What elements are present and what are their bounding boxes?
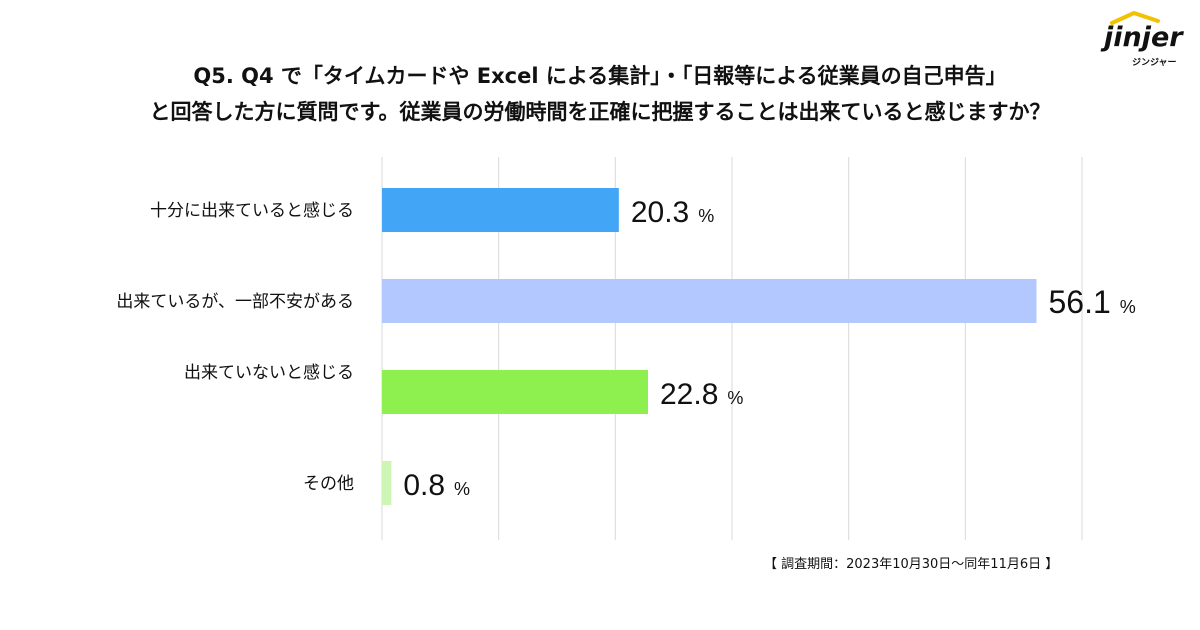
bar: [382, 370, 648, 414]
survey-period-note: 【 調査期間：2023年10月30日〜同年11月6日 】: [764, 557, 1059, 572]
unit-label: %: [727, 388, 743, 408]
category-label: その他: [303, 474, 354, 494]
logo-roof-icon: [1110, 11, 1160, 25]
unit-label: %: [454, 479, 470, 499]
chart-title: Q5. Q4 で「タイムカードや Excel による集計」・「日報等による従業員…: [0, 58, 1200, 130]
bar: [382, 279, 1037, 323]
data-label: 0.8: [403, 469, 445, 502]
logo-wordmark: jinjer: [1104, 22, 1183, 53]
title-line-2: と回答した方に質問です。従業員の労働時間を正確に把握することは出来ていると感じま…: [149, 100, 1051, 124]
bar: [382, 461, 392, 505]
logo-subtext: ジンジャー: [1132, 58, 1177, 68]
bar: [382, 188, 619, 232]
jinjer-logo: jinjer ジンジャー: [1102, 8, 1194, 68]
unit-label: %: [1120, 297, 1136, 317]
title-line-1: Q5. Q4 で「タイムカードや Excel による集計」・「日報等による従業員…: [193, 64, 1007, 88]
data-label: 22.8: [660, 378, 718, 411]
data-label: 56.1: [1049, 284, 1111, 320]
unit-label: %: [698, 206, 714, 226]
category-label: 出来ているが、一部不安がある: [116, 292, 354, 312]
category-label: 出来ていないと感じる: [184, 363, 354, 383]
category-label: 十分に出来ていると感じる: [150, 201, 354, 221]
data-label: 20.3: [631, 196, 689, 229]
